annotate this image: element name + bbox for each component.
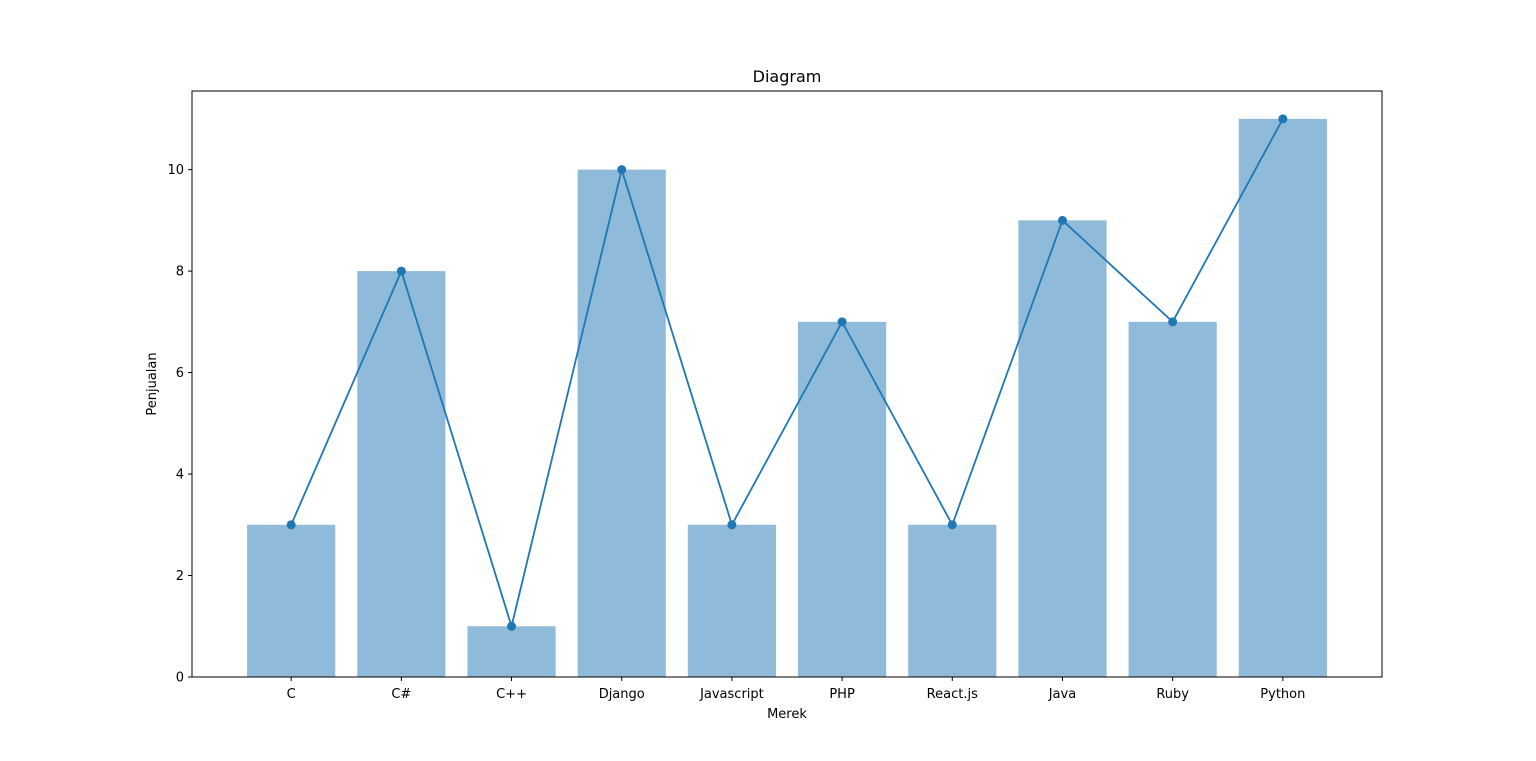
bar-series [247, 118, 1327, 677]
y-tick-label: 0 [176, 671, 184, 686]
x-tick-label: Java [1048, 687, 1076, 702]
y-tick-label: 8 [176, 265, 184, 280]
line-point [727, 520, 737, 530]
bar-c [247, 524, 336, 677]
y-tick-label: 4 [176, 468, 184, 483]
x-axis: C C# C++ Django Javascript PHP React.js Java Rub… [287, 677, 1305, 702]
y-axis: 0 2 4 6 8 10 [167, 163, 192, 686]
x-tick-label: Django [599, 687, 645, 702]
line-series [286, 114, 1288, 631]
bar-c- [357, 271, 446, 677]
y-tick-label: 10 [167, 163, 184, 178]
x-tick-label: Javascript [699, 687, 764, 702]
bar-javascript [687, 524, 776, 677]
y-tick-label: 2 [176, 569, 184, 584]
x-tick-label: React.js [927, 687, 978, 702]
x-axis-label: Merek [767, 707, 807, 722]
x-tick-label: C# [391, 687, 411, 702]
trend-line [290, 118, 1284, 630]
x-tick-label: C++ [496, 687, 527, 702]
y-axis-label: Penjualan [145, 352, 160, 415]
line-point [947, 520, 957, 530]
x-tick-label: Python [1260, 687, 1305, 702]
x-tick-label: PHP [829, 687, 855, 702]
bar-python [1238, 118, 1327, 677]
bar-php [798, 321, 887, 677]
chart-title: Diagram [753, 67, 822, 86]
bar-react-js [908, 524, 997, 677]
x-tick-label: C [287, 687, 296, 702]
plot-frame [191, 90, 1383, 678]
line-point [1168, 317, 1178, 327]
line-point [617, 165, 627, 175]
x-tick-label: Ruby [1156, 687, 1189, 702]
line-point [1278, 114, 1288, 124]
line-point [286, 520, 296, 530]
bar-django [577, 169, 666, 677]
bar-c- [467, 626, 556, 677]
line-point [507, 621, 517, 631]
bar-ruby [1128, 321, 1217, 677]
line-point [837, 317, 847, 327]
y-tick-label: 6 [176, 366, 184, 381]
line-point [396, 266, 406, 276]
bar-java [1018, 220, 1107, 677]
line-point [1057, 215, 1067, 225]
